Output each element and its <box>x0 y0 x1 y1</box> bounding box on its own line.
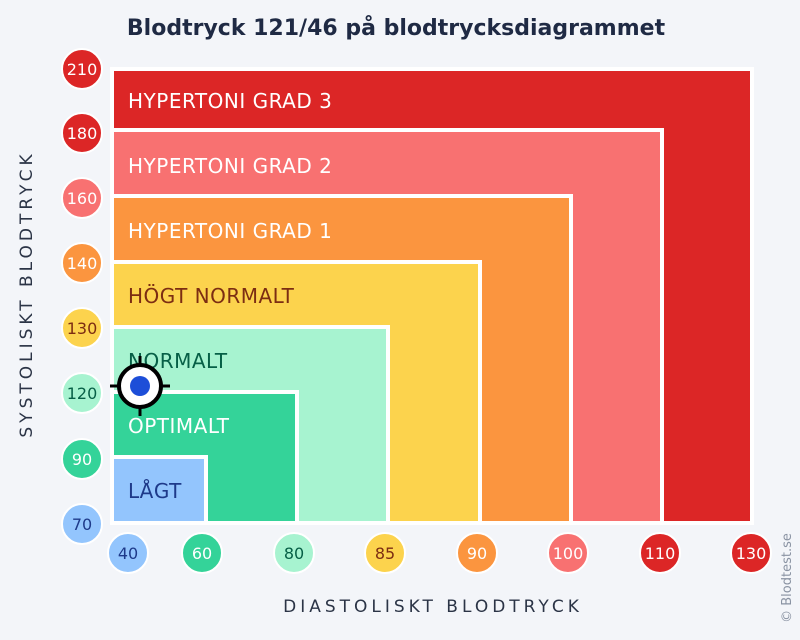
y-tick-label-5: 120 <box>67 384 98 403</box>
x-tick-label-4: 90 <box>467 544 487 563</box>
y-tick-circle-5 <box>61 372 103 414</box>
y-tick-circle-4 <box>61 307 103 349</box>
x-tick-circle-5 <box>547 532 589 574</box>
zone-label-0: HYPERTONI GRAD 3 <box>128 89 332 113</box>
credit-text: © Blodtest.se <box>780 533 795 623</box>
x-tick-circle-1 <box>181 532 223 574</box>
x-tick-label-3: 85 <box>375 544 395 563</box>
x-tick-label-6: 110 <box>645 544 676 563</box>
x-axis-label: DIASTOLISKT BLODTRYCK <box>283 597 583 617</box>
x-tick-label-7: 130 <box>736 544 767 563</box>
y-tick-label-4: 130 <box>67 319 98 338</box>
marker-point <box>130 376 150 396</box>
y-tick-circle-0 <box>61 48 103 90</box>
zone-label-5: OPTIMALT <box>128 414 230 438</box>
zone-label-3: HÖGT NORMALT <box>128 284 295 308</box>
x-tick-label-2: 80 <box>284 544 304 563</box>
x-ticks-group: 40 60 80 85 90 100 110 130 <box>107 532 772 574</box>
x-tick-circle-7 <box>730 532 772 574</box>
zones-group: HYPERTONI GRAD 3 HYPERTONI GRAD 2 HYPERTON… <box>110 67 754 525</box>
y-tick-label-6: 90 <box>72 450 92 469</box>
y-tick-circle-3 <box>61 242 103 284</box>
y-ticks-group: 210 180 160 140 130 120 90 70 <box>61 48 103 545</box>
zone-label-6: LÅGT <box>128 479 182 503</box>
x-tick-circle-0 <box>107 532 149 574</box>
marker-group <box>110 356 170 416</box>
x-tick-circle-4 <box>456 532 498 574</box>
chart-title: Blodtryck 121/46 på blodtrycksdiagrammet <box>127 15 666 41</box>
y-tick-label-2: 160 <box>67 189 98 208</box>
y-tick-circle-1 <box>61 112 103 154</box>
x-tick-circle-6 <box>639 532 681 574</box>
y-tick-label-1: 180 <box>67 124 98 143</box>
y-tick-circle-6 <box>61 438 103 480</box>
y-tick-label-7: 70 <box>72 515 92 534</box>
zone-label-1: HYPERTONI GRAD 2 <box>128 154 332 178</box>
y-axis-label: SYSTOLISKT BLODTRYCK <box>17 150 37 437</box>
y-tick-label-3: 140 <box>67 254 98 273</box>
y-tick-label-0: 210 <box>67 60 98 79</box>
x-tick-circle-2 <box>273 532 315 574</box>
zone-label-2: HYPERTONI GRAD 1 <box>128 219 332 243</box>
x-tick-circle-3 <box>364 532 406 574</box>
y-tick-circle-2 <box>61 177 103 219</box>
x-tick-label-5: 100 <box>553 544 584 563</box>
zone-6 <box>110 455 208 525</box>
x-tick-label-0: 40 <box>118 544 138 563</box>
y-tick-circle-7 <box>61 503 103 545</box>
x-tick-label-1: 60 <box>192 544 212 563</box>
